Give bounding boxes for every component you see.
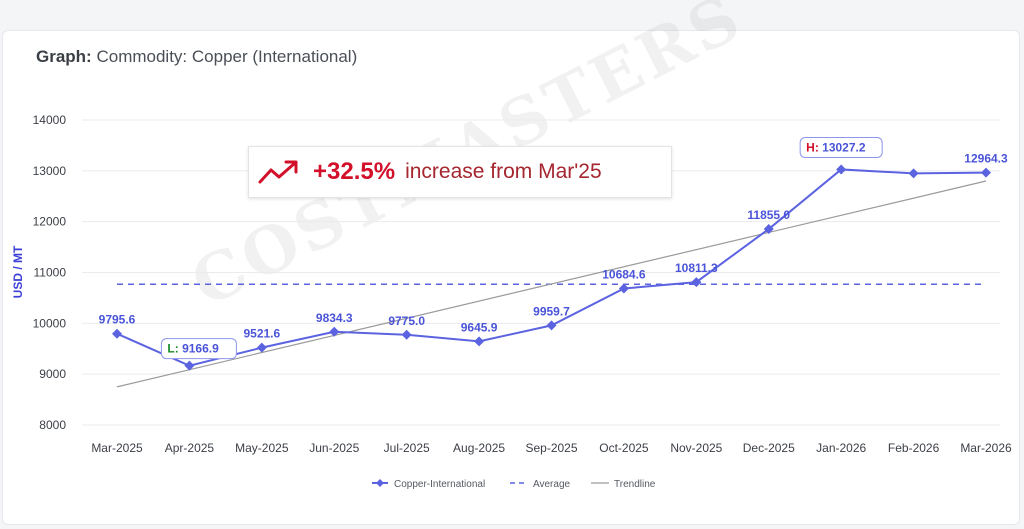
data-label: 9834.3 (316, 311, 353, 325)
x-tick-label: Oct-2025 (599, 441, 649, 455)
x-tick-label: Feb-2026 (888, 441, 940, 455)
data-label: H: 13027.2 (806, 140, 866, 154)
legend-label-average: Average (533, 479, 571, 490)
data-label: 10684.6 (602, 268, 646, 282)
data-point (546, 320, 557, 331)
change-callout: +32.5% increase from Mar'25 (248, 146, 672, 198)
y-tick-label: 14000 (33, 113, 67, 127)
data-label: 9795.6 (99, 313, 136, 327)
data-point (401, 329, 412, 340)
data-label: 9521.6 (243, 327, 280, 341)
y-tick-label: 12000 (33, 215, 67, 229)
graph-title-text: Commodity: Copper (International) (96, 47, 358, 66)
change-percent: +32.5% (313, 158, 396, 185)
y-tick-label: 13000 (33, 164, 67, 178)
x-tick-label: Jan-2026 (816, 441, 866, 455)
chart-card (2, 30, 1020, 525)
x-tick-label: Jul-2025 (384, 441, 430, 455)
x-tick-label: Mar-2025 (91, 441, 143, 455)
y-tick-label: 8000 (39, 418, 66, 432)
data-point (763, 224, 774, 235)
data-point (691, 277, 702, 288)
x-tick-label: Dec-2025 (743, 441, 795, 455)
change-text: increase from Mar'25 (405, 160, 602, 183)
data-label: 9959.7 (533, 304, 570, 318)
data-point (184, 360, 195, 371)
data-point (329, 326, 340, 337)
y-tick-label: 10000 (33, 316, 67, 330)
y-tick-label: 9000 (39, 367, 66, 381)
x-tick-label: Aug-2025 (453, 441, 505, 455)
data-label-box (160, 338, 237, 360)
data-point (836, 164, 847, 175)
x-tick-label: May-2025 (235, 441, 289, 455)
y-tick-label: 11000 (34, 266, 67, 280)
data-label: L: 9166.9 (167, 342, 219, 356)
x-tick-label: Jun-2025 (309, 441, 359, 455)
data-point (256, 342, 267, 353)
x-tick-label: Mar-2026 (960, 441, 1012, 455)
y-axis-label: USD / MT (11, 245, 25, 298)
x-tick-label: Sep-2025 (525, 441, 577, 455)
x-tick-label: Apr-2025 (165, 441, 215, 455)
data-label-box (799, 136, 883, 158)
data-point (474, 336, 485, 347)
graph-title: Graph: Commodity: Copper (International) (36, 47, 357, 67)
data-point (981, 167, 991, 178)
data-point (618, 283, 629, 294)
trend-up-icon (258, 160, 298, 184)
graph-title-label: Graph: (36, 47, 92, 66)
data-label: 9645.9 (461, 320, 498, 334)
legend-label-trend: Trendline (614, 479, 656, 490)
data-point (112, 328, 122, 339)
data-label: 12964.3 (964, 152, 1008, 166)
data-label: 9775.0 (388, 314, 425, 328)
legend-marker-series (376, 479, 384, 487)
data-label: 10811.3 (675, 261, 718, 275)
data-label: 11855.0 (747, 208, 790, 222)
x-tick-label: Nov-2025 (670, 441, 722, 455)
data-point (908, 168, 919, 179)
legend-label-series: Copper-International (394, 479, 485, 490)
